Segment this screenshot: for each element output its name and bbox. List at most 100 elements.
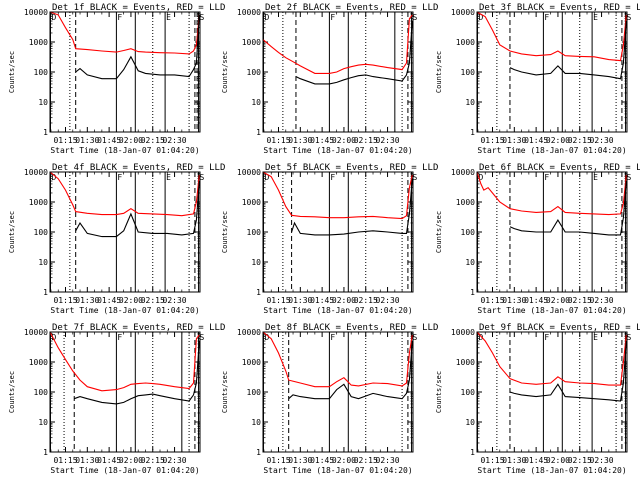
- y-tick-label: 10: [465, 258, 475, 267]
- y-axis-label: Counts/sec: [8, 371, 16, 413]
- y-tick-label: 10: [38, 98, 48, 107]
- y-axis-label: Counts/sec: [221, 371, 229, 413]
- event-marker-label: D: [478, 13, 483, 22]
- y-tick-label: 1: [470, 128, 475, 137]
- y-tick-label: 10000: [24, 328, 48, 337]
- x-tick-label: 02:30: [376, 456, 400, 465]
- events-rate-series: [509, 20, 627, 80]
- y-tick-label: 10000: [24, 8, 48, 17]
- event-marker-label: S: [413, 173, 418, 182]
- x-tick-label: 02:00: [119, 456, 143, 465]
- x-tick-label: 02:30: [590, 136, 614, 145]
- plot-frame: [262, 171, 414, 293]
- lld-rate-series: [262, 171, 413, 220]
- x-tick-label: 02:30: [163, 456, 187, 465]
- x-tick-label: 02:00: [332, 136, 356, 145]
- x-axis-label: Start Time (18-Jan-07 01:04:20): [50, 146, 199, 155]
- x-tick-label: 02:30: [163, 136, 187, 145]
- x-tick-label: 02:00: [332, 456, 356, 465]
- event-marker-label: D: [264, 333, 269, 342]
- events-rate-series: [295, 20, 413, 85]
- x-tick-label: 02:15: [568, 296, 592, 305]
- x-tick-label: 02:00: [546, 296, 570, 305]
- y-tick-label: 1: [43, 448, 48, 457]
- y-tick-label: 10: [251, 98, 261, 107]
- x-tick-label: 01:15: [480, 136, 504, 145]
- x-tick-label: 02:15: [141, 296, 165, 305]
- x-tick-label: 01:45: [97, 136, 121, 145]
- x-tick-label: 01:45: [310, 296, 334, 305]
- y-tick-label: 1000: [456, 198, 475, 207]
- event-marker-label: F: [330, 13, 335, 22]
- event-marker-label: F: [117, 333, 122, 342]
- x-tick-label: 01:15: [266, 296, 290, 305]
- x-tick-label: 02:15: [141, 136, 165, 145]
- x-axis-label: Start Time (18-Jan-07 01:04:20): [477, 306, 626, 315]
- event-marker-label: F: [330, 333, 335, 342]
- y-tick-label: 100: [34, 68, 49, 77]
- plot-title: Det 9f BLACK = Events, RED = LLD: [479, 323, 640, 333]
- events-rate-series: [509, 180, 627, 236]
- x-tick-label: 01:30: [502, 296, 526, 305]
- x-tick-label: 02:15: [141, 456, 165, 465]
- x-tick-label: 01:30: [288, 136, 312, 145]
- y-tick-label: 100: [461, 228, 476, 237]
- events-rate-series: [288, 340, 413, 400]
- plot-frame: [49, 331, 201, 453]
- plot-title: Det 4f BLACK = Events, RED = LLD: [52, 163, 225, 173]
- plot-frame: [476, 331, 628, 453]
- lld-rate-series: [476, 11, 627, 62]
- x-tick-label: 02:15: [568, 136, 592, 145]
- lld-rate-series: [49, 331, 200, 392]
- x-tick-label: 01:15: [480, 296, 504, 305]
- y-tick-label: 10000: [237, 8, 261, 17]
- y-tick-label: 1000: [29, 38, 48, 47]
- y-tick-label: 1000: [29, 198, 48, 207]
- y-tick-label: 1: [256, 288, 261, 297]
- event-marker-label: D: [478, 333, 483, 342]
- x-tick-label: 01:15: [480, 456, 504, 465]
- x-axis-label: Start Time (18-Jan-07 01:04:20): [263, 466, 412, 475]
- y-tick-label: 100: [247, 228, 262, 237]
- plot-frame: [476, 11, 628, 133]
- events-rate-series: [75, 180, 200, 238]
- plot-frame: [262, 11, 414, 133]
- lld-rate-series: [49, 11, 200, 55]
- event-marker-label: D: [51, 333, 56, 342]
- detector-panel: Det 2f BLACK = Events, RED = LLD Counts/s…: [221, 3, 438, 155]
- x-tick-label: 02:30: [376, 136, 400, 145]
- x-tick-label: 01:45: [97, 456, 121, 465]
- detector-panel: Det 4f BLACK = Events, RED = LLD Counts/s…: [8, 163, 225, 315]
- plot-title: Det 2f BLACK = Events, RED = LLD: [265, 3, 438, 13]
- x-tick-label: 01:30: [502, 136, 526, 145]
- y-tick-label: 10000: [451, 168, 475, 177]
- x-tick-label: 01:15: [53, 136, 77, 145]
- y-tick-label: 10000: [237, 168, 261, 177]
- event-marker-label: E: [166, 13, 171, 22]
- plot-frame: [476, 171, 628, 293]
- y-axis-label: Counts/sec: [8, 211, 16, 253]
- x-tick-label: 01:15: [266, 456, 290, 465]
- y-tick-label: 10: [38, 258, 48, 267]
- event-marker-label: E: [166, 173, 171, 182]
- detector-panel: Det 3f BLACK = Events, RED = LLD Counts/s…: [435, 3, 640, 155]
- y-tick-label: 10: [251, 258, 261, 267]
- x-tick-label: 02:00: [546, 456, 570, 465]
- detector-panel: Det 7f BLACK = Events, RED = LLD Counts/s…: [8, 323, 225, 475]
- y-axis-label: Counts/sec: [435, 371, 443, 413]
- x-tick-label: 01:45: [524, 456, 548, 465]
- event-marker-label: D: [264, 13, 269, 22]
- x-tick-label: 01:15: [53, 456, 77, 465]
- y-axis-label: Counts/sec: [435, 51, 443, 93]
- y-tick-label: 100: [461, 388, 476, 397]
- event-marker-label: F: [117, 173, 122, 182]
- y-tick-label: 1: [470, 288, 475, 297]
- y-tick-label: 10: [465, 98, 475, 107]
- detector-panel: Det 6f BLACK = Events, RED = LLD Counts/s…: [435, 163, 640, 315]
- x-tick-label: 02:15: [354, 456, 378, 465]
- event-marker-label: E: [593, 13, 598, 22]
- y-tick-label: 100: [461, 68, 476, 77]
- event-marker-label: D: [51, 173, 56, 182]
- x-tick-label: 01:45: [310, 136, 334, 145]
